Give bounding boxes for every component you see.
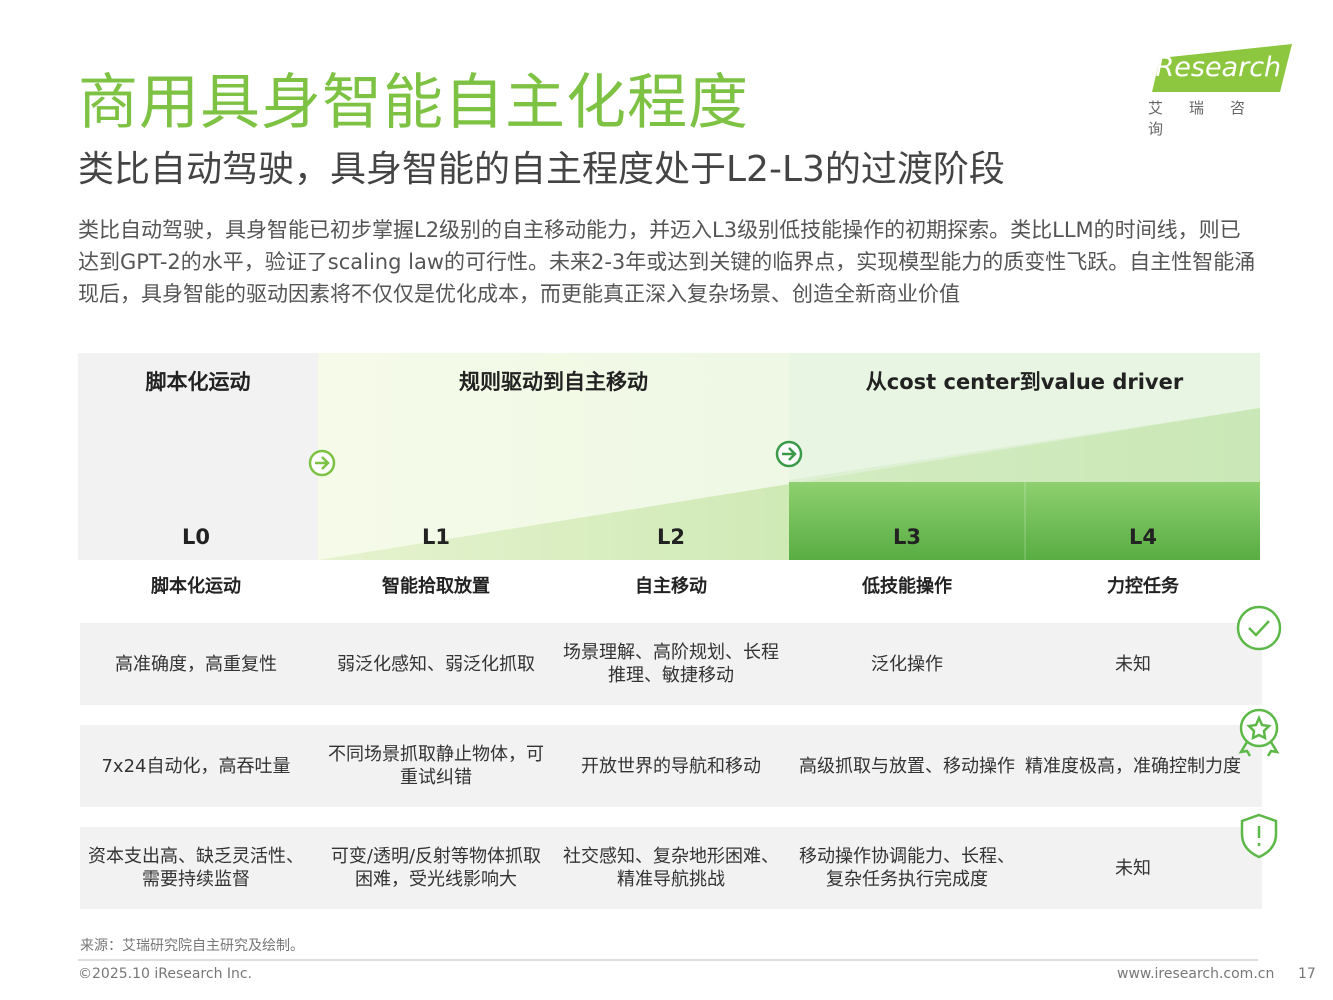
intro-text: 类比自动驾驶，具身智能已初步掌握L2级别的自主移动能力，并迈入L3级别低技能操作… <box>78 218 1256 306</box>
row-bg <box>80 827 1262 909</box>
logo-subtitle: 艾瑞咨询 <box>1148 99 1272 138</box>
capability: 自主移动 <box>635 575 707 597</box>
phase-header: 从cost center到value driver <box>865 369 1184 394</box>
phase-bg <box>78 353 318 560</box>
level-label: L4 <box>1129 524 1157 549</box>
level-label: L0 <box>182 524 210 549</box>
source: 来源：艾瑞研究院自主研究及绘制。 <box>80 938 304 954</box>
copyright: ©2025.10 iResearch Inc. <box>78 966 253 982</box>
level-label: L1 <box>422 524 450 549</box>
table-cell: 社交感知、复杂地形困难、精准导航挑战 <box>563 846 779 890</box>
table-cell: 未知 <box>1115 653 1151 675</box>
table-cell: 高准确度，高重复性 <box>115 653 277 675</box>
shield-icon <box>1240 813 1278 859</box>
page-number: 17 <box>1298 966 1316 982</box>
table-cell: 可变/透明/反射等物体抓取困难，受光线影响大 <box>330 846 542 890</box>
check-icon <box>1236 605 1282 651</box>
level-label: L2 <box>657 524 685 549</box>
logo-shape <box>1152 44 1292 92</box>
table-cell: 移动操作协调能力、长程、复杂任务执行完成度 <box>799 846 1015 890</box>
level-label: L3 <box>893 524 921 549</box>
table-cell: 资本支出高、缺乏灵活性、需要持续监督 <box>88 846 304 890</box>
capability: 力控任务 <box>1107 575 1179 597</box>
title: 商用具身智能自主化程度 <box>78 68 749 138</box>
capability: 低技能操作 <box>862 575 952 597</box>
table-cell: 不同场景抓取静止物体，可重试纠错 <box>328 744 544 788</box>
phase-header: 规则驱动到自主移动 <box>459 369 648 394</box>
website: www.iresearch.com.cn <box>1117 966 1275 982</box>
table-cell: 精准度极高，准确控制力度 <box>1025 755 1241 777</box>
table-cell: 泛化操作 <box>871 653 943 675</box>
table-cell: 未知 <box>1115 857 1151 879</box>
table-cell: 开放世界的导航和移动 <box>581 755 761 777</box>
table-cell: 弱泛化感知、弱泛化抓取 <box>337 653 535 675</box>
table-cell: 场景理解、高阶规划、长程推理、敏捷移动 <box>563 642 779 686</box>
growth-wedge <box>789 482 1260 560</box>
table-cell: 高级抓取与放置、移动操作 <box>799 755 1015 777</box>
capability: 脚本化运动 <box>151 575 241 597</box>
subtitle: 类比自动驾驶，具身智能的自主程度处于L2-L3的过渡阶段 <box>78 149 1005 190</box>
row-bg <box>80 725 1262 807</box>
capability: 智能拾取放置 <box>382 575 490 597</box>
award-icon <box>1238 708 1280 757</box>
row-bg <box>80 623 1262 705</box>
arrow-icon <box>775 440 803 468</box>
logo: iResearch <box>1148 52 1282 83</box>
phase-header: 脚本化运动 <box>145 369 251 394</box>
arrow-icon <box>308 449 336 477</box>
table-cell: 7x24自动化，高吞吐量 <box>101 755 291 777</box>
